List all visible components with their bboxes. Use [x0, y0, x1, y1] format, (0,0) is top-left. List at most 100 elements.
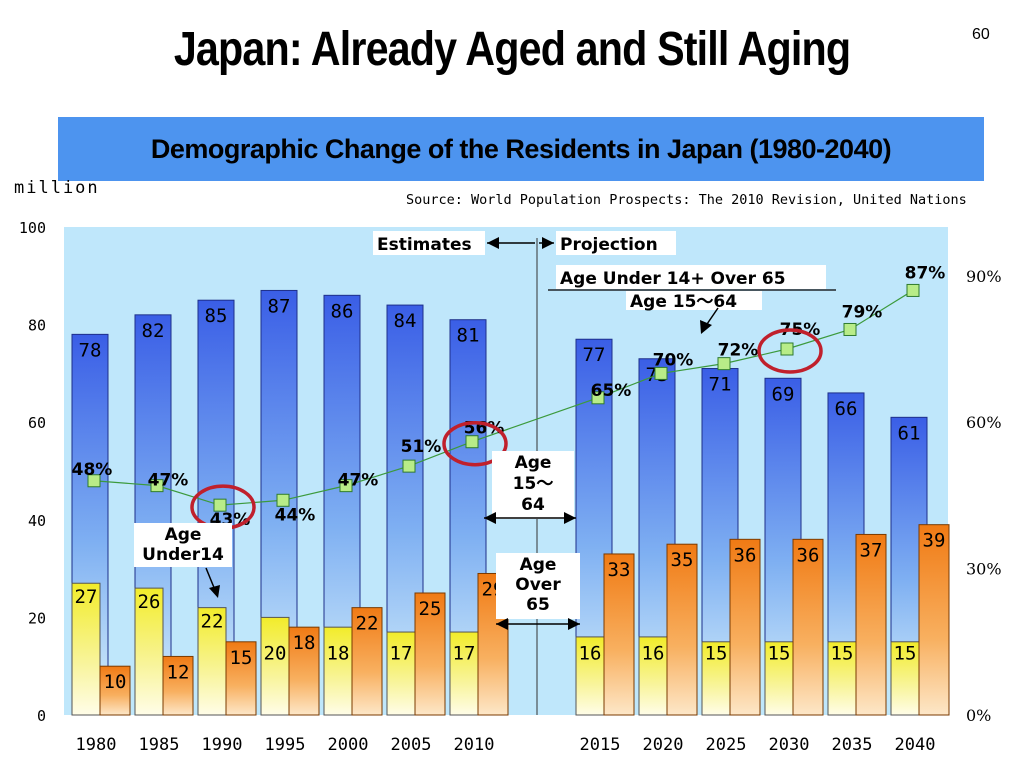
bar-over65 [729, 538, 761, 716]
y-right-tick-label: 30% [966, 560, 1002, 579]
x-tick-label: 2005 [391, 735, 432, 755]
ratio-label: 70% [653, 350, 694, 370]
bar-label-under14: 17 [390, 643, 413, 665]
bar-label-age15-64: 61 [898, 422, 921, 444]
bar-label-under14: 15 [705, 643, 728, 665]
under14-label: Under14 [142, 545, 224, 565]
bar-label-age15-64: 71 [709, 374, 732, 396]
x-tick-label: 2035 [832, 735, 873, 755]
projection-label: Projection [560, 235, 658, 255]
ratio-denominator: Age 15～64 [630, 292, 737, 312]
bar-label-over65: 15 [230, 647, 253, 669]
bar-label-over65: 25 [419, 598, 442, 620]
x-tick-label: 2020 [643, 735, 684, 755]
y-axis-unit: million [14, 178, 100, 198]
ratio-marker [654, 366, 668, 380]
projection-label-bg [556, 231, 676, 255]
ratio-label: 47% [148, 471, 189, 491]
highlight-circle [757, 328, 823, 374]
age15-64-arrowhead-right [564, 512, 576, 524]
bar-under14 [71, 582, 101, 716]
bar-label-age15-64: 85 [205, 305, 228, 327]
x-tick-label: 2000 [328, 735, 369, 755]
estimates-arrowhead [487, 237, 499, 249]
ratio-pointer-head [700, 320, 712, 334]
bar-under14 [323, 626, 353, 716]
subtitle-banner: Demographic Change of the Residents in J… [58, 117, 984, 181]
ratio-label: 51% [401, 437, 442, 457]
age15-64-label: Age [515, 453, 552, 473]
ratio-marker [213, 498, 227, 512]
age15-64-label: 15～ [513, 474, 554, 494]
bar-over65 [414, 592, 446, 716]
ratio-label: 65% [591, 381, 632, 401]
bar-label-under14: 20 [264, 643, 287, 665]
under14-label: Age [165, 525, 202, 545]
x-tick-label: 2015 [580, 735, 621, 755]
x-tick-label: 1990 [202, 735, 243, 755]
age15-64-label-bg [492, 451, 574, 519]
bar-label-over65: 10 [104, 671, 127, 693]
ratio-marker [465, 435, 479, 449]
bar-label-under14: 26 [138, 591, 161, 613]
over65-label-bg [496, 553, 580, 619]
y-left-tick-label: 40 [28, 512, 46, 530]
bar-over65 [351, 607, 383, 716]
bar-over65 [792, 538, 824, 716]
bar-over65 [162, 655, 194, 716]
ratio-label: 72% [718, 341, 759, 361]
age15-64-label: 64 [521, 495, 545, 515]
x-tick-label: 2040 [895, 735, 936, 755]
ratio-label: 44% [275, 505, 316, 525]
y-left-tick-label: 60 [28, 414, 46, 432]
bar-over65 [918, 524, 950, 716]
bar-label-over65: 35 [671, 549, 694, 571]
ratio-label: 87% [905, 263, 946, 283]
projection-arrowhead [542, 237, 554, 249]
x-tick-label: 1995 [265, 735, 306, 755]
estimates-label-bg [373, 231, 485, 255]
ratio-marker [339, 479, 353, 493]
ratio-label: 48% [72, 460, 113, 480]
ratio-marker [276, 493, 290, 507]
ratio-numerator: Age Under 14+ Over 65 [560, 269, 786, 289]
estimates-label: Estimates [377, 235, 472, 255]
bar-label-under14: 15 [831, 643, 854, 665]
bar-under14 [575, 636, 605, 716]
bar-label-age15-64: 81 [457, 325, 480, 347]
bar-label-over65: 12 [167, 661, 190, 683]
under14-pointer [205, 567, 216, 591]
bar-label-over65: 39 [923, 530, 946, 552]
y-right-tick-label: 90% [966, 267, 1002, 286]
ratio-marker [906, 283, 920, 297]
ratio-numerator-bg [556, 265, 826, 289]
bar-under14 [827, 641, 857, 716]
bar-over65 [855, 533, 887, 716]
age15-64-arrowhead-left [484, 512, 496, 524]
bar-label-over65: 37 [860, 539, 883, 561]
bar-label-over65: 22 [356, 613, 379, 635]
under14-label-bg [134, 523, 232, 567]
bar-label-under14: 17 [453, 643, 476, 665]
over65-arrowhead-left [496, 618, 508, 630]
y-right-tick-label: 0% [966, 706, 991, 725]
chart-subtitle: Demographic Change of the Residents in J… [150, 134, 892, 164]
ratio-marker [87, 474, 101, 488]
bar-label-age15-64: 78 [79, 339, 102, 361]
bar-over65 [666, 543, 698, 716]
bar-under14 [701, 641, 731, 716]
ratio-denominator-bg [626, 291, 762, 310]
bar-label-under14: 18 [327, 643, 350, 665]
y-left-tick-label: 0 [37, 707, 46, 725]
bar-under14 [386, 631, 416, 716]
bar-label-age15-64: 66 [835, 398, 858, 420]
bar-label-under14: 15 [894, 643, 917, 665]
bar-label-under14: 15 [768, 643, 791, 665]
bar-label-under14: 22 [201, 611, 224, 633]
source-note: Source: World Population Prospects: The … [406, 192, 967, 208]
bar-label-age15-64: 69 [772, 383, 795, 405]
bar-under14 [260, 616, 290, 716]
ratio-label: 79% [842, 302, 883, 322]
ratio-marker [402, 459, 416, 473]
ratio-marker [150, 479, 164, 493]
